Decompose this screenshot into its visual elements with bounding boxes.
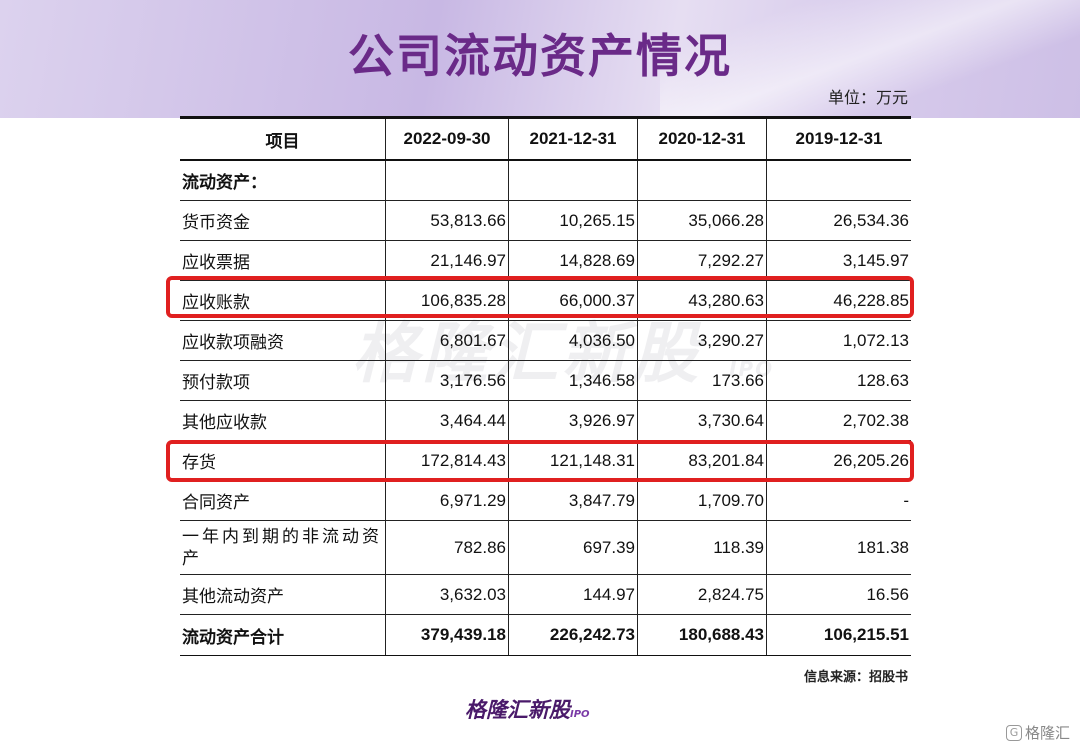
row-label: 应收款项融资 (180, 321, 386, 360)
unit-label: 单位：万元 (827, 88, 908, 107)
corner-brand-badge: G 格隆汇 (1005, 722, 1070, 743)
header-cell: 2021-12-31 (509, 119, 638, 159)
cell-value: 6,801.67 (386, 321, 509, 360)
table-row: 其他应收款 3,464.44 3,926.97 3,730.64 2,702.3… (180, 401, 911, 441)
table-header-row: 项目 2022-09-30 2021-12-31 2020-12-31 2019… (180, 119, 911, 161)
cell-value: 10,265.15 (509, 201, 638, 240)
highlight-accounts-receivable (166, 276, 914, 318)
cell-value: 2,702.38 (842, 410, 909, 430)
row-label: 流动资产： (180, 161, 386, 200)
cell-value: 43,280.63 (638, 281, 767, 320)
cell-value: 3,632.03 (386, 575, 509, 614)
cell-value: 21,146.97 (386, 241, 509, 280)
brand-logo: 格隆汇新股IPO (465, 698, 590, 722)
cell-value: 26,205.26 (833, 450, 909, 470)
cell-value: 53,813.66 (386, 201, 509, 240)
table-row: 一年内到期的非流动资产 782.86 697.39 118.39 181.38 (180, 521, 911, 575)
cell-value: 121,148.31 (509, 441, 638, 480)
highlight-inventory (166, 440, 914, 482)
row-label: 一年内到期的非流动资产 (180, 521, 386, 574)
cell-value (638, 161, 767, 200)
cell-value: 118.39 (638, 521, 767, 574)
cell-value (767, 161, 911, 200)
current-assets-table: 项目 2022-09-30 2021-12-31 2020-12-31 2019… (180, 116, 911, 656)
cell-value (386, 161, 509, 200)
cell-value: 1,346.58 (509, 361, 638, 400)
cell-value: 3,847.79 (509, 481, 638, 520)
cell-value: 173.66 (638, 361, 767, 400)
table-total-row: 流动资产合计 379,439.18 226,242.73 180,688.43 … (180, 615, 911, 655)
table-row: 预付款项 3,176.56 1,346.58 173.66 128.63 (180, 361, 911, 401)
cell-value: 379,439.18 (386, 615, 509, 655)
watermark: 格隆汇新股 IPO (352, 315, 775, 392)
row-label: 预付款项 (180, 361, 386, 400)
cell-value: 26,534.36 (833, 210, 909, 230)
cell-value: 3,926.97 (509, 401, 638, 440)
cell-value: 2,824.75 (638, 575, 767, 614)
row-label: 其他应收款 (180, 401, 386, 440)
cell-value: 35,066.28 (638, 201, 767, 240)
cell-value: 3,290.27 (638, 321, 767, 360)
cell-value: 7,292.27 (638, 241, 767, 280)
cell-value: 172,814.43 (386, 441, 509, 480)
cell-value: 14,828.69 (509, 241, 638, 280)
cell-value: 3,464.44 (386, 401, 509, 440)
cell-value: 66,000.37 (509, 281, 638, 320)
cell-value: 3,176.56 (386, 361, 509, 400)
row-label: 存货 (180, 441, 386, 480)
brand-g-icon: G (1005, 724, 1022, 741)
header-cell: 2020-12-31 (638, 119, 767, 159)
row-label: 其他流动资产 (180, 575, 386, 614)
cell-value: 4,036.50 (509, 321, 638, 360)
table-row: 存货 172,814.43 121,148.31 83,201.84 26,20… (180, 441, 911, 481)
cell-value: - (903, 490, 909, 510)
table-row: 流动资产： (180, 161, 911, 201)
table-row: 货币资金 53,813.66 10,265.15 35,066.28 26,53… (180, 201, 911, 241)
cell-value: 16.56 (866, 584, 909, 604)
cell-value: 180,688.43 (638, 615, 767, 655)
page-title: 公司流动资产情况 (348, 29, 732, 83)
corner-brand-text: 格隆汇 (1024, 724, 1070, 742)
header-cell: 2022-09-30 (386, 119, 509, 159)
row-label: 流动资产合计 (180, 615, 386, 655)
row-label: 合同资产 (180, 481, 386, 520)
cell-value: 1,709.70 (638, 481, 767, 520)
cell-value: 144.97 (509, 575, 638, 614)
cell-value: 3,145.97 (842, 250, 909, 270)
cell-value: 226,242.73 (509, 615, 638, 655)
cell-value: 106,215.51 (823, 625, 909, 644)
cell-value: 6,971.29 (386, 481, 509, 520)
cell-value: 1,072.13 (842, 330, 909, 350)
cell-value: 3,730.64 (638, 401, 767, 440)
cell-value: 106,835.28 (386, 281, 509, 320)
cell-value (509, 161, 638, 200)
table-row: 合同资产 6,971.29 3,847.79 1,709.70 - (180, 481, 911, 521)
source-note: 信息来源：招股书 (803, 670, 908, 685)
cell-value: 83,201.84 (638, 441, 767, 480)
table-row: 应收款项融资 6,801.67 4,036.50 3,290.27 1,072.… (180, 321, 911, 361)
cell-value: 782.86 (386, 521, 509, 574)
table-row: 应收账款 106,835.28 66,000.37 43,280.63 46,2… (180, 281, 911, 321)
cell-value: 181.38 (857, 537, 909, 557)
row-label: 货币资金 (180, 201, 386, 240)
header-banner (0, 0, 1080, 118)
row-label: 应收账款 (180, 281, 386, 320)
table-row: 其他流动资产 3,632.03 144.97 2,824.75 16.56 (180, 575, 911, 615)
row-label: 应收票据 (180, 241, 386, 280)
cell-value: 128.63 (857, 370, 909, 390)
cell-value: 697.39 (509, 521, 638, 574)
table-row: 应收票据 21,146.97 14,828.69 7,292.27 3,145.… (180, 241, 911, 281)
header-cell: 2019-12-31 (795, 129, 883, 148)
cell-value: 46,228.85 (833, 290, 909, 310)
header-cell: 项目 (180, 119, 386, 159)
